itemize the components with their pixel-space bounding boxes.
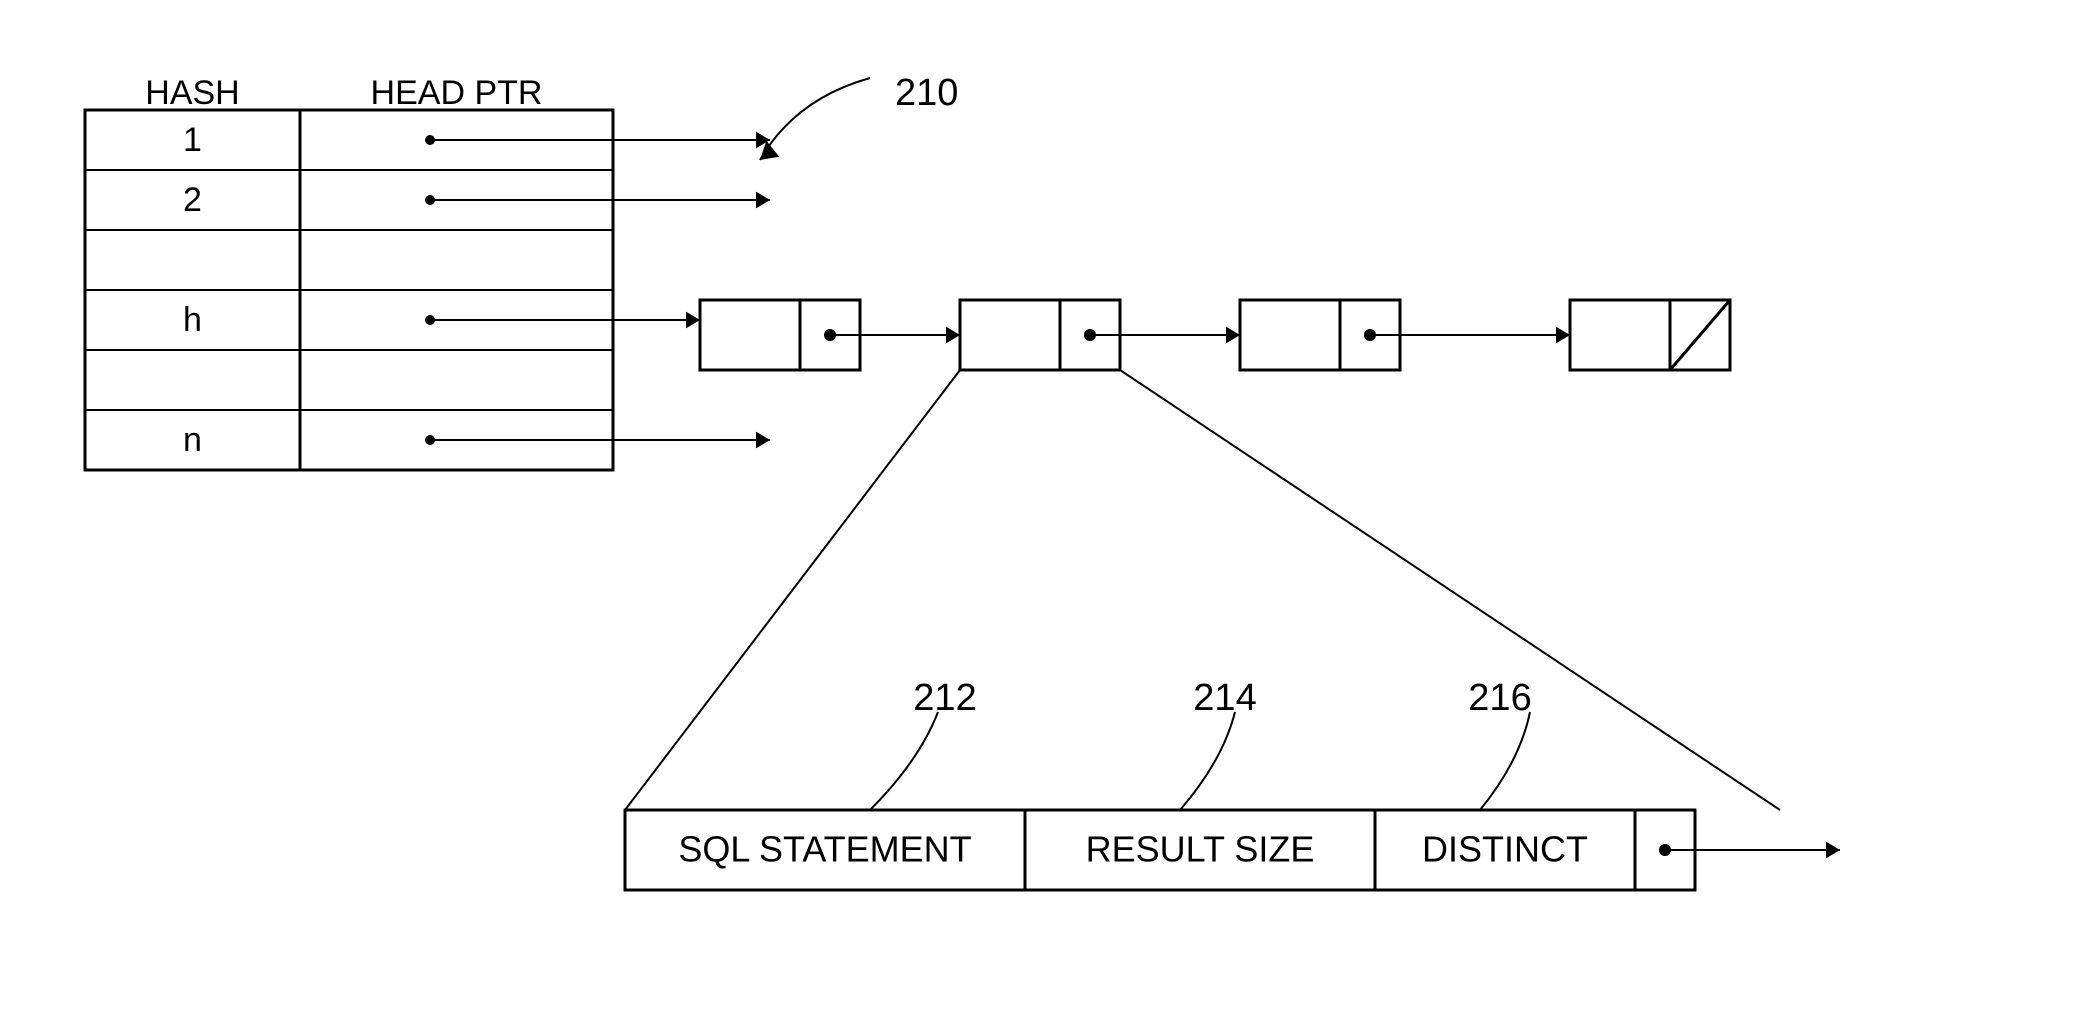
detail-cell-label: DISTINCT [1422,829,1588,870]
hash-table-header-hash: HASH [145,74,239,112]
detail-cell-label: SQL STATEMENT [678,829,971,870]
ref-210-label: 210 [895,72,958,114]
hash-row-label: 2 [183,181,202,219]
detail-cell-label: RESULT SIZE [1086,829,1315,870]
hash-row-label: n [183,421,202,459]
detail-ref-label: 216 [1468,677,1531,719]
hash-row-label: h [183,301,202,339]
detail-ref-label: 214 [1193,677,1256,719]
hash-table-header-headptr: HEAD PTR [371,74,543,112]
detail-ref-label: 212 [913,677,976,719]
hash-row-label: 1 [183,121,202,159]
diagram-canvas: HASH HEAD PTR 1 2 h n 210 SQL STATEMENT 212 RESUL… [0,0,2073,1016]
